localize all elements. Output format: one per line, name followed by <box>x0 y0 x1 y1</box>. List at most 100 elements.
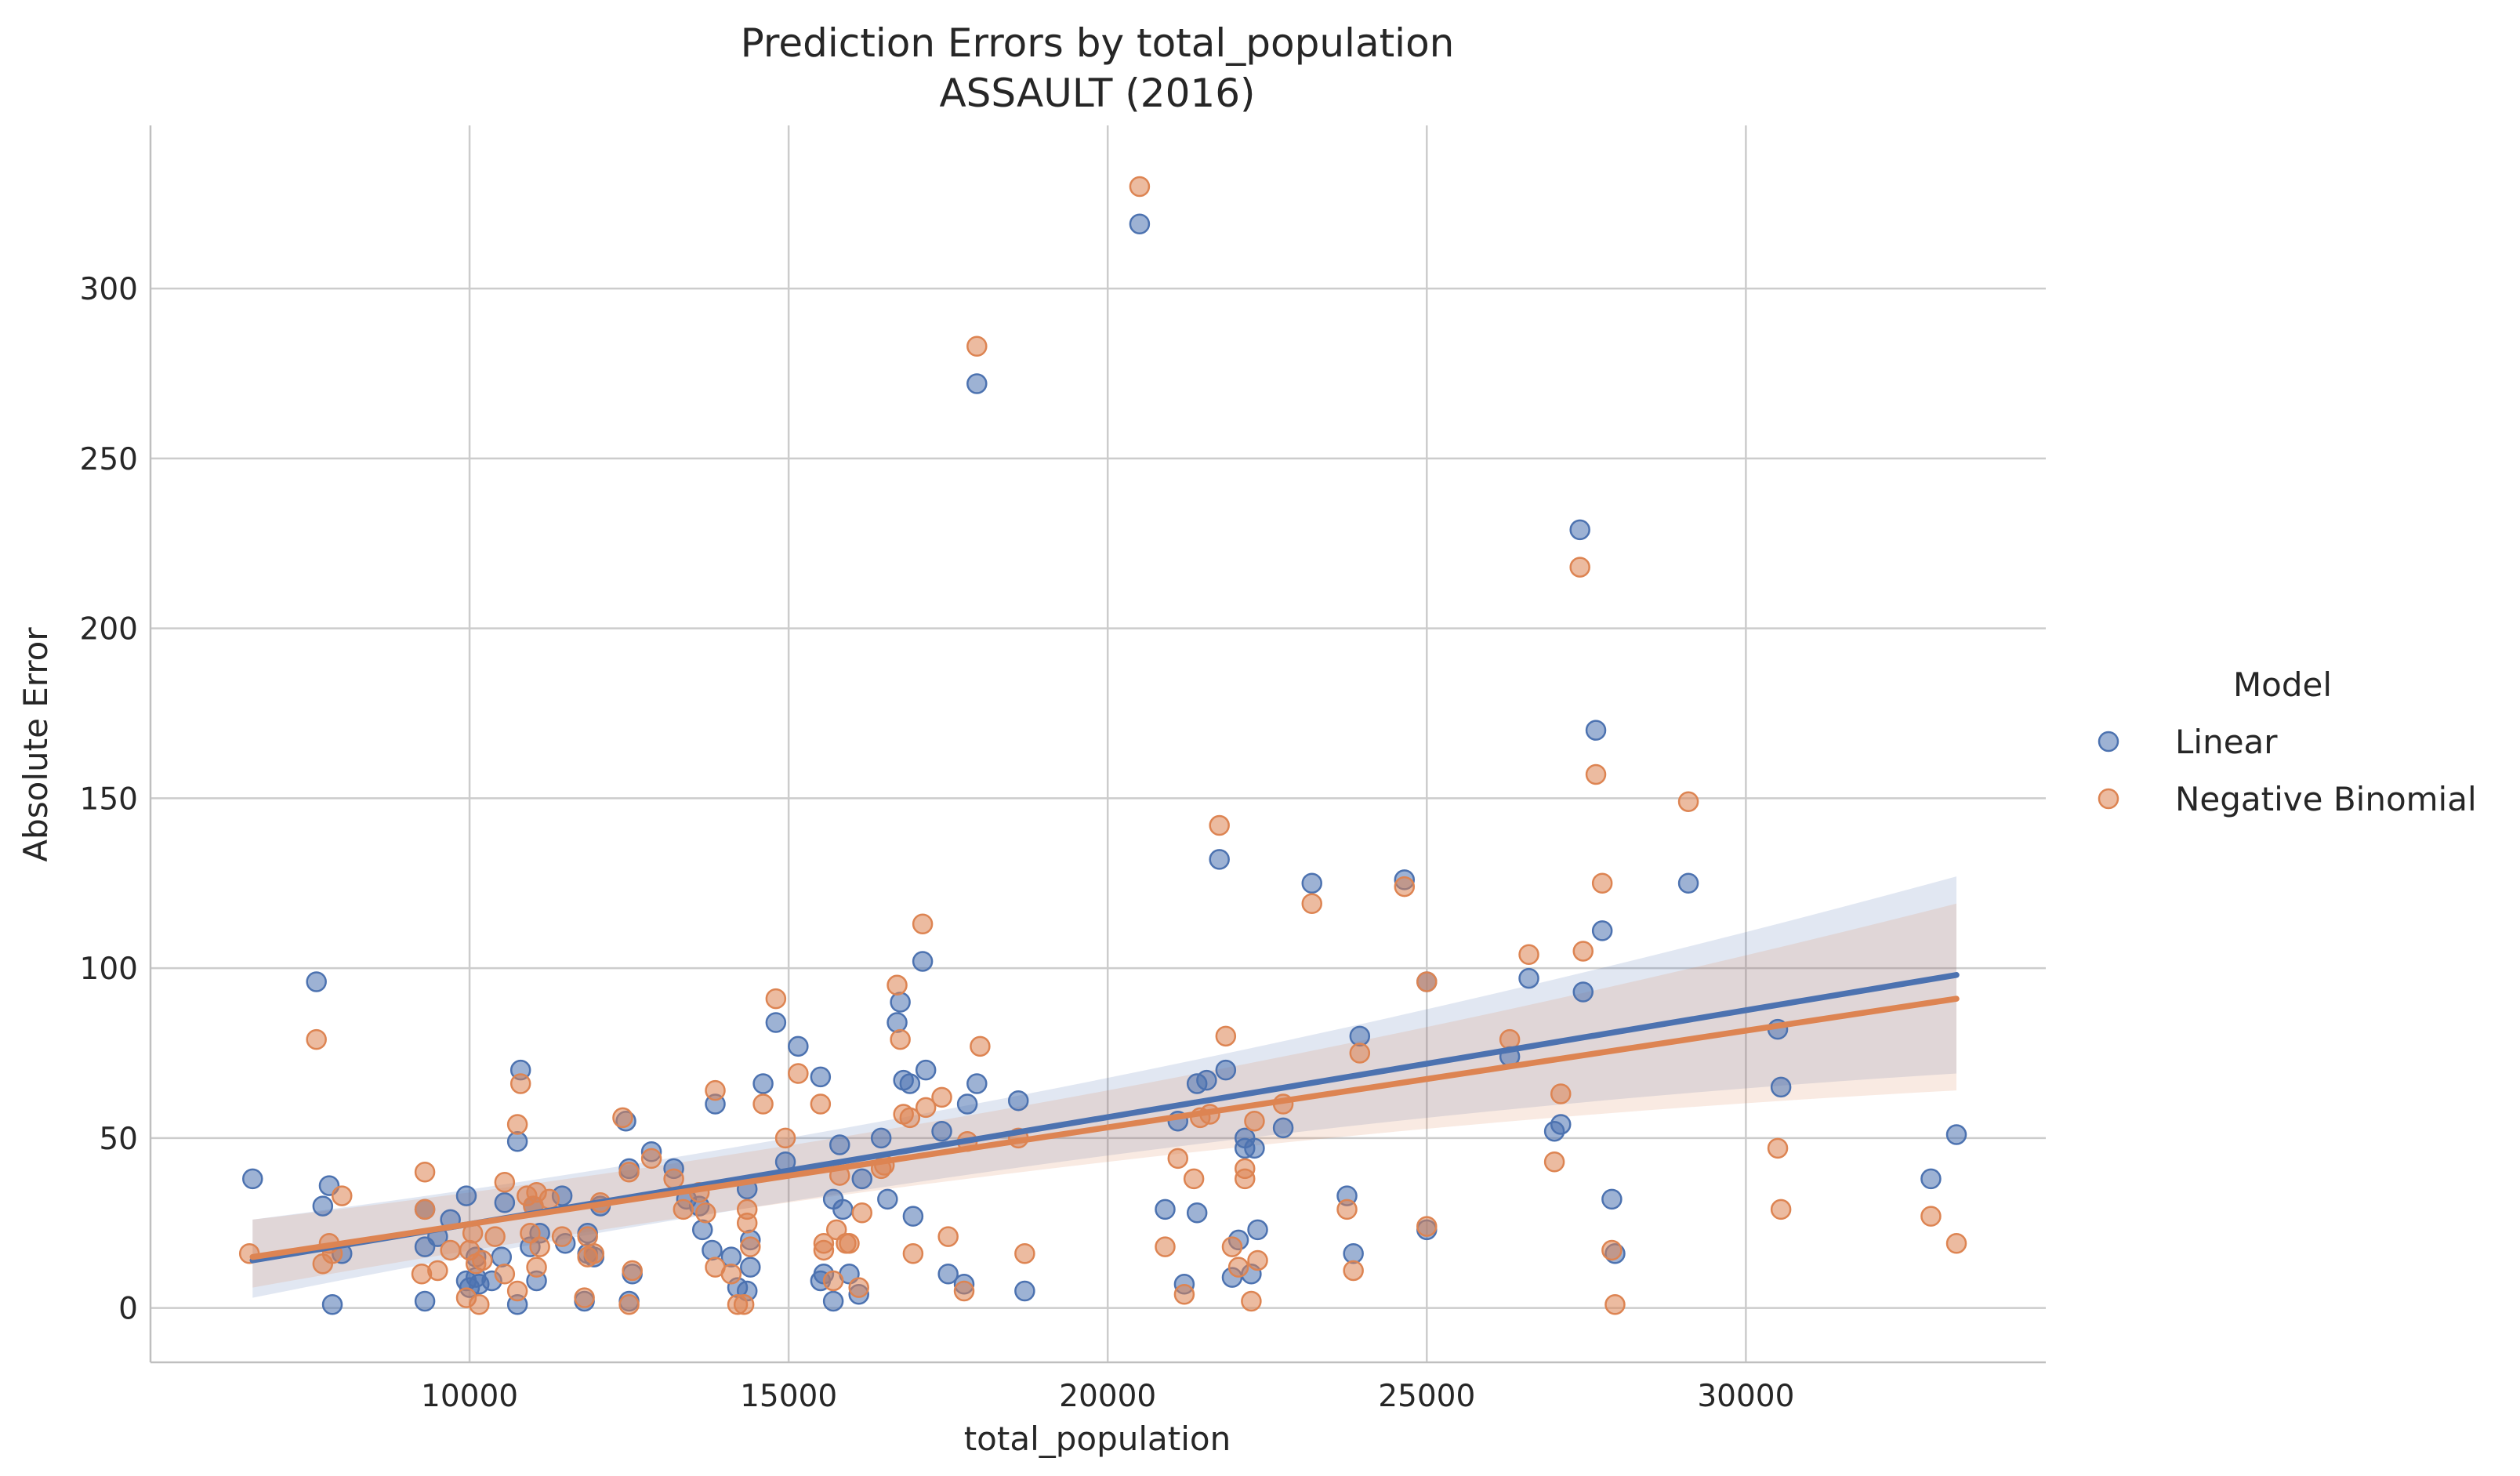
data-point <box>890 1028 911 1050</box>
data-point <box>970 1035 991 1057</box>
data-point <box>494 1191 516 1213</box>
data-point <box>1155 1236 1176 1257</box>
data-point <box>887 974 908 996</box>
data-point <box>1301 872 1322 894</box>
data-point <box>1336 1199 1358 1220</box>
data-point <box>902 1243 924 1264</box>
y-tick-label: 250 <box>80 442 138 477</box>
y-tick-label: 50 <box>99 1122 138 1157</box>
data-point <box>1770 1076 1792 1098</box>
data-point <box>1173 1284 1195 1305</box>
data-point <box>312 1195 334 1217</box>
data-point <box>1945 1124 1967 1145</box>
data-point <box>1247 1249 1268 1271</box>
data-point <box>953 1280 975 1302</box>
data-point <box>1215 1059 1237 1081</box>
legend-label: Negative Binomial <box>2175 780 2477 818</box>
data-point <box>937 1226 959 1247</box>
data-point <box>494 1171 516 1193</box>
data-point <box>306 1028 327 1050</box>
data-point <box>1550 1083 1572 1104</box>
data-point <box>618 1161 640 1183</box>
data-point <box>788 1035 809 1057</box>
data-point <box>822 1270 844 1292</box>
data-point <box>1394 876 1416 898</box>
data-point <box>1543 1151 1565 1173</box>
data-point <box>899 1073 921 1094</box>
y-tick-label: 0 <box>118 1292 138 1327</box>
data-point <box>691 1219 713 1241</box>
data-point <box>1920 1168 1942 1190</box>
data-point <box>736 1213 758 1234</box>
data-point <box>1014 1243 1035 1264</box>
data-point <box>695 1202 716 1224</box>
data-point <box>1416 1216 1438 1237</box>
data-point <box>583 1243 605 1264</box>
data-point <box>912 913 934 935</box>
data-point <box>1186 1202 1208 1224</box>
data-point <box>612 1107 633 1129</box>
data-point <box>469 1294 490 1315</box>
data-point <box>877 1188 898 1210</box>
data-point <box>1920 1206 1942 1227</box>
data-point <box>765 988 787 1010</box>
data-point <box>1129 176 1151 198</box>
data-point <box>1244 1137 1265 1159</box>
data-point <box>574 1287 595 1308</box>
data-point <box>829 1134 850 1155</box>
data-point <box>702 1239 723 1261</box>
data-point <box>306 971 327 992</box>
data-point <box>1550 1114 1572 1135</box>
data-point <box>1155 1199 1176 1220</box>
data-point <box>242 1168 263 1190</box>
data-point <box>1129 213 1151 234</box>
y-tick-label: 150 <box>80 782 138 817</box>
legend-items: Linear Negative Binomial <box>2098 723 2477 818</box>
data-point <box>851 1202 873 1224</box>
chart-title: Prediction Errors by total_population <box>741 20 1455 66</box>
data-point <box>506 1114 528 1135</box>
data-point <box>1416 971 1438 992</box>
data-point <box>931 1120 952 1142</box>
data-point <box>414 1290 436 1312</box>
data-point <box>491 1246 513 1267</box>
data-point <box>494 1264 516 1285</box>
data-point <box>887 1012 908 1033</box>
data-point <box>851 1168 873 1190</box>
data-point <box>1215 1025 1237 1047</box>
data-point <box>321 1294 343 1315</box>
data-point <box>484 1226 506 1247</box>
data-point <box>1014 1280 1035 1302</box>
data-point <box>915 1059 937 1081</box>
axes-spines <box>149 125 2046 1364</box>
data-point <box>1349 1025 1371 1047</box>
legend-label: Linear <box>2175 723 2278 761</box>
data-point <box>1572 981 1594 1003</box>
data-point <box>1167 1148 1189 1170</box>
data-point <box>1601 1239 1623 1261</box>
data-point <box>509 1073 531 1094</box>
data-point <box>551 1226 573 1247</box>
legend-title: Model <box>2233 665 2332 704</box>
data-point <box>1235 1168 1256 1190</box>
data-point <box>1244 1110 1265 1132</box>
legend-marker <box>2098 731 2119 753</box>
data-point <box>740 1236 761 1257</box>
data-point <box>414 1161 436 1183</box>
data-point <box>1604 1294 1626 1315</box>
data-point <box>937 1264 959 1285</box>
legend-marker <box>2098 788 2119 810</box>
grid <box>150 125 2046 1362</box>
data-point <box>752 1073 774 1094</box>
chart-subtitle: ASSAULT (2016) <box>939 71 1255 116</box>
data-point <box>1209 814 1230 836</box>
legend: Model Linear Negative Binomial <box>2098 665 2477 818</box>
data-point <box>813 1239 835 1261</box>
y-axis-label: Absolute Error <box>16 627 55 862</box>
data-point <box>912 951 934 972</box>
data-point <box>848 1277 869 1298</box>
y-tick-labels: 0 50 100 150 200 250 300 <box>80 272 138 1327</box>
data-point <box>1241 1290 1262 1312</box>
data-point <box>740 1257 761 1278</box>
